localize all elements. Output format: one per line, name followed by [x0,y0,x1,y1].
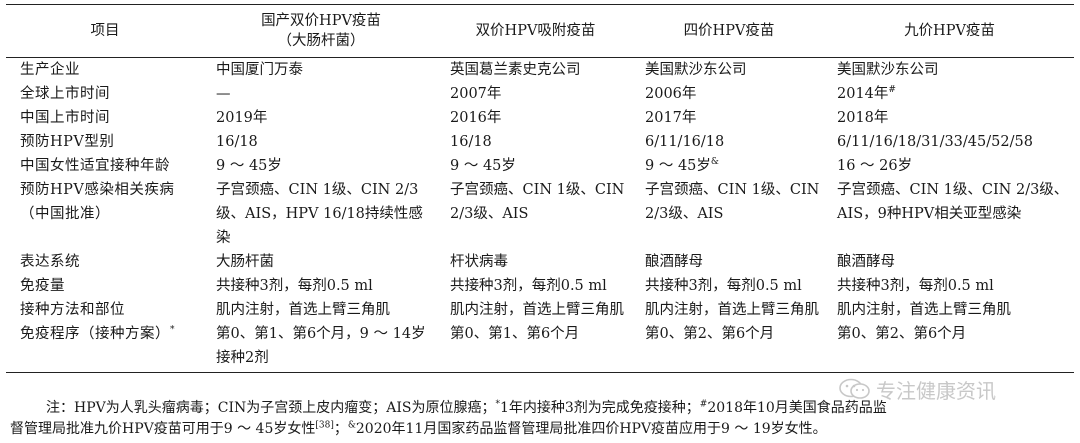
row-label: 免疫程序（接种方案）* [6,322,204,373]
table-row: 预防HPV感染相关疾病（中国批准） 子宫颈癌、CIN 1级、CIN 2/3级、A… [6,178,1074,250]
table-cell: 9 ～ 45岁& [633,154,825,178]
table-row: 中国女性适宜接种年龄 9 ～ 45岁 9 ～ 45岁 9 ～ 45岁& 16 ～… [6,154,1074,178]
table-footnote: 注：HPV为人乳头瘤病毒；CIN为子宫颈上皮内瘤变；AIS为原位腺癌；*1年内接… [10,398,1074,440]
row-label: 生产企业 [20,62,80,78]
table-cell: 英国葛兰素史克公司 [450,62,581,78]
footnote-text: ； [333,421,348,437]
table-header-row: 项目 国产双价HPV疫苗 （大肠杆菌） 双价HPV吸附疫苗 四价HPV疫苗 九价… [6,4,1074,58]
table-cell: 2007年 [450,86,502,102]
table-cell: 2018年 [837,110,889,126]
table-cell: 16/18 [450,134,492,150]
header-bivalent-adsorbed: 双价HPV吸附疫苗 [438,4,633,58]
vaccine-comparison-table: 项目 国产双价HPV疫苗 （大肠杆菌） 双价HPV吸附疫苗 四价HPV疫苗 九价… [6,4,1074,373]
row-label: 表达系统 [20,254,80,270]
header-domestic-line1: 国产双价HPV疫苗 [261,13,381,29]
header-nonavalent: 九价HPV疫苗 [825,4,1074,58]
row-label: 预防HPV型别 [20,134,115,150]
table-cell: 2017年 [645,110,697,126]
table-cell: 第0、第2、第6个月 [633,322,825,373]
table-row: 免疫程序（接种方案）* 第0、第1、第6个月，9 ～ 14岁接种2剂 第0、第1… [6,322,1074,373]
footnote-text: 督管理局批准九价HPV疫苗可用于9 ～ 45岁女性 [10,421,316,437]
table-cell: 大肠杆菌 [216,254,274,270]
row-label: 预防HPV感染相关疾病（中国批准） [20,182,175,222]
table-row: 接种方法和部位 肌内注射，首选上臂三角肌 肌内注射，首选上臂三角肌 肌内注射，首… [6,298,1074,322]
cell-text: 2014年 [837,86,889,102]
footnote-text: 1年内接种3剂为完成免疫接种； [499,400,700,416]
cell-text: 9 ～ 45岁 [645,158,711,174]
table-cell: 酿酒酵母 [837,254,895,270]
footnote-mark: # [888,85,896,96]
table-cell: 第0、第1、第6个月 [438,322,633,373]
table-cell: 6/11/16/18 [645,134,725,150]
table-cell: 杆状病毒 [450,254,508,270]
table-cell: 肌内注射，首选上臂三角肌 [216,302,390,318]
table-cell: 子宫颈癌、CIN 1级、CIN 2/3级、AIS，9种HPV相关亚型感染 [837,182,1069,222]
table-row: 表达系统 大肠杆菌 杆状病毒 酿酒酵母 酿酒酵母 [6,250,1074,274]
footnote-mark: * [495,399,500,410]
table-cell: 2014年# [825,82,1074,106]
table-cell: 9 ～ 45岁 [450,158,516,174]
table-cell: 2006年 [645,86,697,102]
watermark: 专注健康资讯 [838,376,996,403]
table-row: 免疫量 共接种3剂，每剂0.5 ml 共接种3剂，每剂0.5 ml 共接种3剂，… [6,274,1074,298]
table-cell: 子宫颈癌、CIN 1级、CIN 2/3级、AIS [450,182,625,222]
table-cell: 共接种3剂，每剂0.5 ml [837,278,994,294]
watermark-text: 专注健康资讯 [876,378,996,403]
table-cell: 共接种3剂，每剂0.5 ml [450,278,607,294]
row-label-text: 免疫程序（接种方案） [20,326,170,342]
table-cell: 16 ～ 26岁 [837,158,913,174]
table-cell: 6/11/16/18/31/33/45/52/58 [837,134,1033,150]
table-row: 生产企业 中国厦门万泰 英国葛兰素史克公司 美国默沙东公司 美国默沙东公司 [6,58,1074,83]
header-domestic-bivalent: 国产双价HPV疫苗 （大肠杆菌） [204,4,438,58]
table-cell: 子宫颈癌、CIN 1级、CIN 2/3级、AIS [645,182,820,222]
header-quadrivalent: 四价HPV疫苗 [633,4,825,58]
table-row: 全球上市时间 — 2007年 2006年 2014年# [6,82,1074,106]
table-cell: 美国默沙东公司 [837,62,939,78]
table-cell: 第0、第2、第6个月 [825,322,1074,373]
table-cell: 酿酒酵母 [645,254,703,270]
row-label: 免疫量 [20,278,65,294]
footnote-mark: & [710,157,719,168]
table-cell: 肌内注射，首选上臂三角肌 [450,302,624,318]
footnote-text: 注：HPV为人乳头瘤病毒；CIN为子宫颈上皮内瘤变；AIS为原位腺癌； [46,400,496,416]
row-label: 接种方法和部位 [20,302,125,318]
table-cell: 子宫颈癌、CIN 1级、CIN 2/3级、AIS，HPV 16/18持续性感染 [216,182,423,246]
table-cell: 9 ～ 45岁 [216,158,282,174]
table-cell: — [216,86,231,102]
table-cell: 2019年 [216,110,268,126]
table-cell: 肌内注射，首选上臂三角肌 [837,302,1011,318]
header-domestic-line2: （大肠杆菌） [277,33,365,49]
table-cell: 中国厦门万泰 [216,62,303,78]
row-label: 中国上市时间 [20,110,110,126]
row-label: 全球上市时间 [20,86,110,102]
table-row: 中国上市时间 2019年 2016年 2017年 2018年 [6,106,1074,130]
wechat-icon [839,378,870,399]
footnote-mark: * [170,325,175,336]
table-row: 预防HPV型别 16/18 16/18 6/11/16/18 6/11/16/1… [6,130,1074,154]
table-cell: 美国默沙东公司 [645,62,747,78]
row-label: 中国女性适宜接种年龄 [20,158,170,174]
footnote-text: 2018年10月美国食品药品监 [707,400,887,416]
table-cell: 2016年 [450,110,502,126]
footnote-mark: & [347,420,356,431]
footnote-mark: # [699,399,708,410]
table-cell: 共接种3剂，每剂0.5 ml [216,278,373,294]
vaccine-comparison-table-wrap: 项目 国产双价HPV疫苗 （大肠杆菌） 双价HPV吸附疫苗 四价HPV疫苗 九价… [6,4,1074,373]
table-cell: 16/18 [216,134,258,150]
footnote-line-1: 注：HPV为人乳头瘤病毒；CIN为子宫颈上皮内瘤变；AIS为原位腺癌；*1年内接… [10,398,1074,419]
table-cell: 第0、第1、第6个月，9 ～ 14岁接种2剂 [204,322,438,373]
table-cell: 共接种3剂，每剂0.5 ml [645,278,802,294]
table-cell: 肌内注射，首选上臂三角肌 [645,302,819,318]
reference-mark: [38] [315,420,334,431]
footnote-line-2: 督管理局批准九价HPV疫苗可用于9 ～ 45岁女性[38]；&2020年11月国… [10,419,1074,440]
footnote-text: 2020年11月国家药品监督管理局批准四价HPV疫苗应用于9 ～ 19岁女性。 [355,421,827,437]
header-item: 项目 [6,4,204,58]
